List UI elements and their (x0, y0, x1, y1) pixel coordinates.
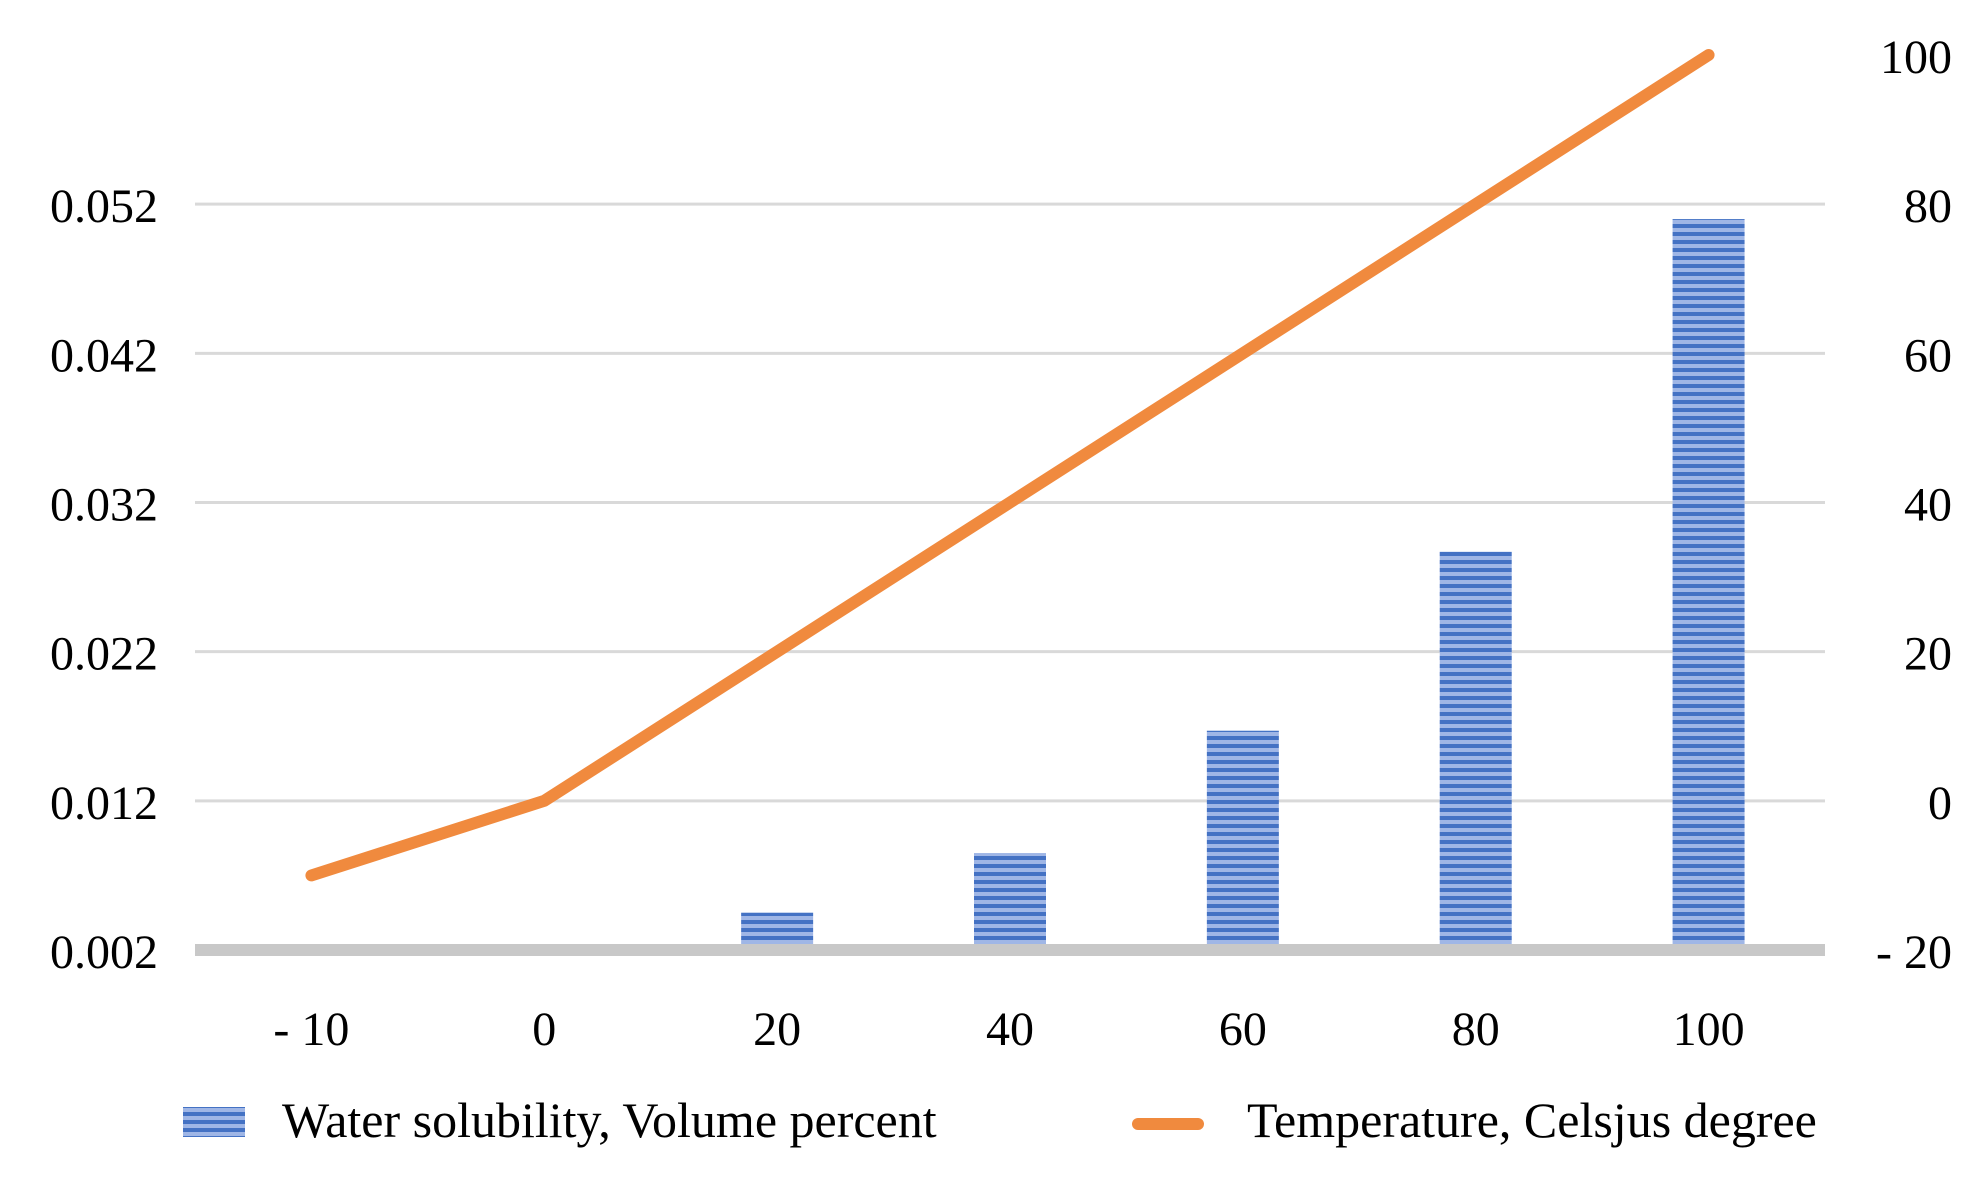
x-tick-label: 40 (986, 1003, 1034, 1056)
left-tick-label: 0.032 (50, 479, 158, 532)
x-tick-label: 100 (1673, 1003, 1745, 1056)
legend-bar-swatch (183, 1107, 245, 1137)
x-tick-label: 20 (753, 1003, 801, 1056)
left-tick-label: 0.042 (50, 329, 158, 382)
x-tick-label: - 10 (273, 1003, 349, 1056)
left-tick-label: 0.002 (50, 926, 158, 979)
right-tick-label: 100 (1880, 31, 1952, 84)
x-axis-ticks: - 10 0 20 40 60 80 100 (273, 1003, 1744, 1056)
left-tick-label: 0.052 (50, 180, 158, 233)
bar-5 (1440, 552, 1512, 950)
right-tick-label: 20 (1904, 628, 1952, 681)
bar-3 (974, 853, 1046, 950)
right-tick-label: 0 (1928, 777, 1952, 830)
right-tick-label: - 20 (1876, 926, 1952, 979)
legend-bar-label: Water solubility, Volume percent (282, 1092, 937, 1148)
left-tick-label: 0.012 (50, 777, 158, 830)
x-tick-label: 80 (1452, 1003, 1500, 1056)
right-y-axis: - 20 0 20 40 60 80 100 (1876, 31, 1952, 979)
left-y-axis: 0.002 0.012 0.022 0.032 0.042 0.052 (50, 180, 158, 979)
x-tick-label: 0 (532, 1003, 556, 1056)
bar-6 (1673, 219, 1745, 950)
x-tick-label: 60 (1219, 1003, 1267, 1056)
legend-line-label: Temperature, Celsjus degree (1247, 1092, 1817, 1148)
bar-4 (1207, 731, 1279, 950)
legend: Water solubility, Volume percent Temperat… (183, 1092, 1817, 1148)
bar-series (508, 219, 1744, 950)
left-tick-label: 0.022 (50, 628, 158, 681)
right-tick-label: 40 (1904, 479, 1952, 532)
right-tick-label: 80 (1904, 180, 1952, 233)
right-tick-label: 60 (1904, 329, 1952, 382)
